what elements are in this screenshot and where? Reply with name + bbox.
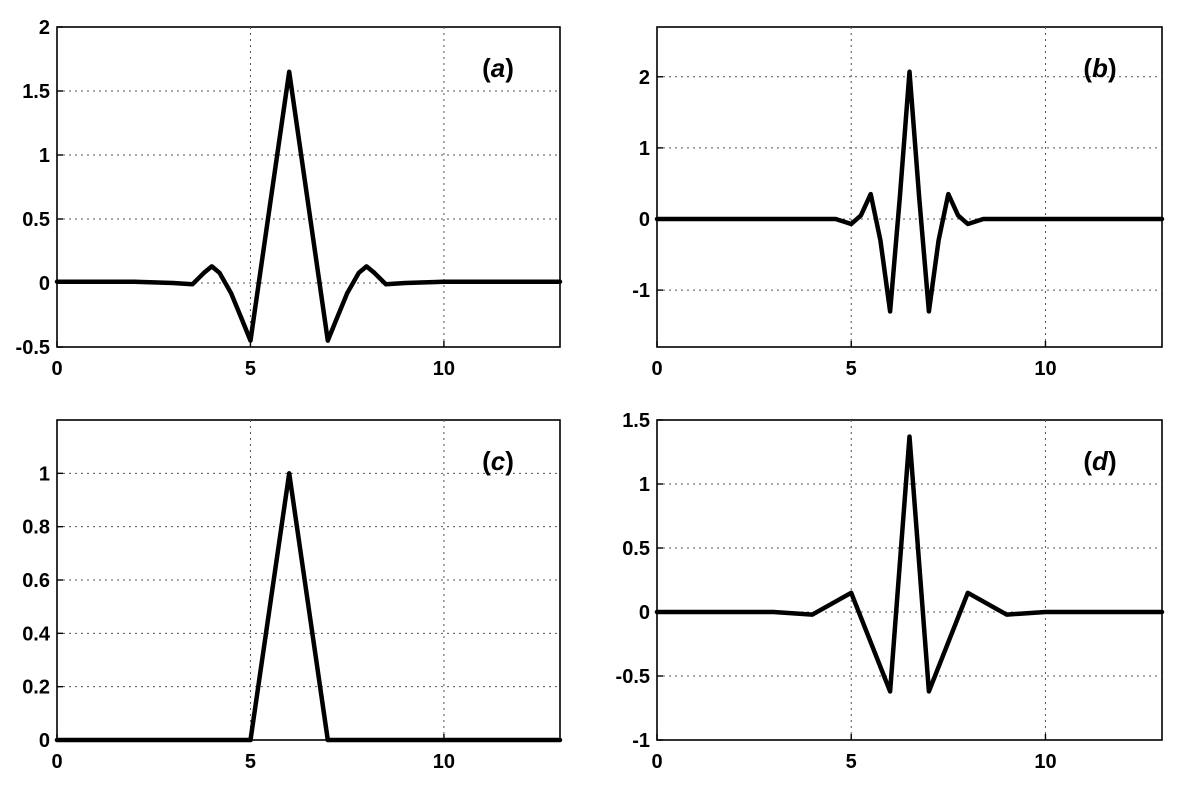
y-tick-label: 1.5	[22, 81, 50, 103]
x-tick-label: 10	[433, 358, 455, 380]
y-tick-label: 0.5	[622, 538, 650, 560]
plot-area	[656, 419, 1163, 741]
y-tick-label: 0.2	[22, 677, 50, 699]
panel-label-close-paren: )	[1108, 446, 1117, 476]
series-line-d-0	[654, 434, 1165, 694]
x-tick-label: 5	[846, 358, 857, 380]
y-tick-label: 0	[639, 602, 650, 624]
panel-label-letter: a	[491, 53, 505, 83]
panel-label-letter: b	[1092, 53, 1108, 83]
y-tick-label: -1	[632, 730, 650, 752]
x-tick-label: 10	[1034, 358, 1056, 380]
y-tick-label: 2	[639, 67, 650, 89]
y-tick-label: -0.5	[16, 337, 50, 359]
panel-label-close-paren: )	[505, 53, 514, 83]
x-tick-label: 5	[245, 358, 256, 380]
y-tick-label: 0	[39, 730, 50, 752]
x-tick-label: 0	[651, 358, 662, 380]
y-tick-label: 0	[639, 209, 650, 231]
chart-panel-d: 0 5 10 -1 -0.5 0 0.5 1 1.5 (d)	[616, 410, 1165, 773]
panel-label-letter: c	[491, 446, 506, 476]
y-tick-label: 1.5	[622, 410, 650, 432]
series-line-a-0	[54, 69, 563, 343]
panel-label-d: (d)	[1083, 446, 1116, 476]
panel-label-c: (c)	[482, 446, 514, 476]
y-tick-label: 1	[639, 474, 650, 496]
plot-area	[56, 26, 561, 348]
panel-label-open-paren: (	[1083, 446, 1092, 476]
series-line-b-0	[654, 69, 1165, 314]
y-tick-label: 0.4	[22, 623, 51, 645]
panel-label-close-paren: )	[505, 446, 514, 476]
series-line-c-0	[54, 471, 563, 743]
panel-label-open-paren: (	[482, 53, 491, 83]
y-tick-label: 1	[39, 145, 50, 167]
y-tick-label: 2	[39, 17, 50, 39]
chart-panel-a: 0 5 10-0.500.511.52(a)	[16, 17, 563, 380]
y-tick-label: 0.8	[22, 517, 50, 539]
x-tick-label: 10	[1034, 751, 1056, 773]
panel-label-close-paren: )	[1108, 53, 1117, 83]
chart-panel-b: 0 5 10 -1 0 1 2 (b)	[632, 26, 1165, 380]
y-tick-label: 0.6	[22, 570, 50, 592]
plot-area	[56, 419, 561, 741]
y-tick-label: -0.5	[616, 666, 650, 688]
chart-panel-c: 0 5 10 0 0.2 0.4 0.6 0.8 1 (c)	[22, 419, 563, 773]
x-tick-label: 0	[51, 751, 62, 773]
y-tick-label: 1	[639, 138, 650, 160]
panel-label-open-paren: (	[1083, 53, 1092, 83]
x-tick-label: 0	[51, 358, 62, 380]
panel-label-a: (a)	[482, 53, 514, 83]
x-tick-label: 0	[651, 751, 662, 773]
panel-label-letter: d	[1092, 446, 1109, 476]
panel-label-b: (b)	[1083, 53, 1116, 83]
x-tick-label: 5	[846, 751, 857, 773]
x-tick-label: 10	[433, 751, 455, 773]
y-tick-label: 1	[39, 463, 50, 485]
panel-label-open-paren: (	[482, 446, 491, 476]
x-tick-label: 5	[245, 751, 256, 773]
y-tick-label: 0.5	[22, 209, 50, 231]
y-tick-label: -1	[632, 280, 650, 302]
y-tick-label: 0	[39, 273, 50, 295]
